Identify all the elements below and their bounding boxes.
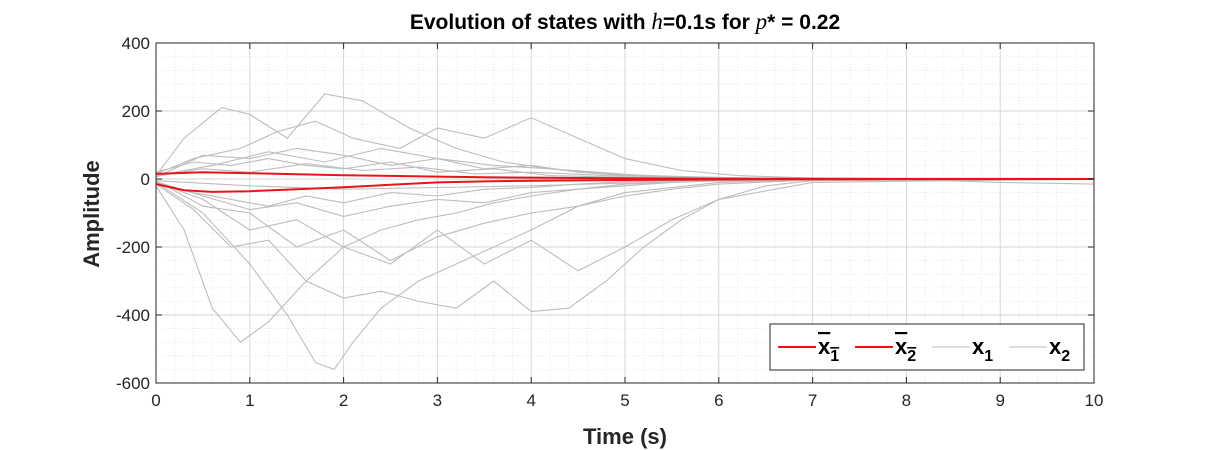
x-tick-label: 5	[620, 391, 629, 410]
series-line-x1	[155, 117, 1095, 180]
x-tick-label: 10	[1085, 391, 1104, 410]
y-tick-label: 0	[141, 170, 150, 189]
x-tick-label: 0	[151, 391, 160, 410]
series-line-x2	[155, 178, 1095, 313]
y-tick-label: -400	[116, 306, 150, 325]
legend-label: x2	[895, 334, 916, 365]
x-tick-label: 4	[526, 391, 535, 410]
series-line-x2	[155, 178, 1095, 371]
title-p-symbol: p	[754, 9, 768, 34]
x-tick-label: 8	[902, 391, 911, 410]
series-line-x2	[155, 178, 1095, 262]
title-suffix: * = 0.22	[767, 11, 840, 34]
y-tick-label: 400	[122, 34, 150, 53]
plot-area	[155, 93, 1095, 371]
mean-line-x2	[155, 178, 1095, 193]
x-tick-label: 1	[245, 391, 254, 410]
y-axis-label: Amplitude	[79, 160, 104, 268]
x-tick-label: 6	[714, 391, 723, 410]
x-tick-label: 7	[808, 391, 817, 410]
legend-label: x1	[972, 334, 993, 365]
title-middle: =0.1s for	[663, 11, 756, 34]
y-tick-label: -600	[116, 374, 150, 393]
title-prefix: Evolution of states with	[410, 11, 652, 34]
legend-label: x1	[818, 334, 839, 365]
x-axis-label: Time (s)	[583, 424, 667, 449]
series-line-x1	[155, 147, 1095, 180]
series-line-x2	[155, 178, 1095, 272]
legend-label: x2	[1049, 334, 1070, 365]
title-h-symbol: h	[651, 9, 663, 34]
x-tick-label: 3	[433, 391, 442, 410]
series-line-x1	[155, 163, 1095, 180]
chart-title: Evolution of states with h=0.1s for p* =…	[410, 9, 840, 34]
y-tick-label: -200	[116, 238, 150, 257]
axis-ticks: 0 1 2 3 4 5 6 7 8 9 10 400 200 0 -200 -400 -600	[116, 34, 1103, 410]
legend: x1 x2 x1 x2	[769, 323, 1085, 371]
x-tick-label: 2	[339, 391, 348, 410]
x-tick-label: 9	[995, 391, 1004, 410]
y-tick-label: 200	[122, 102, 150, 121]
